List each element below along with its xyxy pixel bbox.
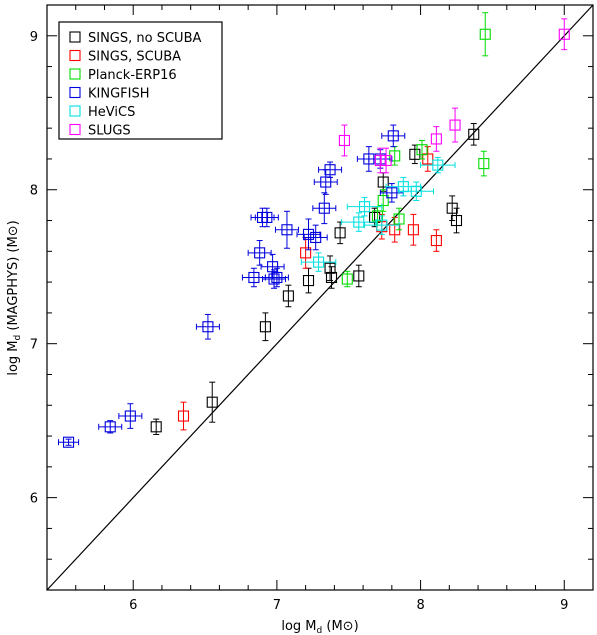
legend-label: KINGFISH [88,87,150,102]
legend-label: SINGS, SCUBA [88,50,181,65]
x-tick-label: 9 [560,598,568,613]
y-tick-label: 9 [30,30,38,45]
data-point [314,170,337,195]
x-tick-label: 6 [129,598,137,613]
data-point [260,313,270,341]
data-point [431,230,441,252]
data-point [408,214,418,245]
y-tick-label: 8 [30,184,38,199]
data-point [342,213,376,231]
x-tick-label: 7 [273,598,281,613]
data-point [196,314,219,339]
data-point [431,127,441,152]
data-point [99,421,122,433]
data-point [335,222,345,244]
legend-label: Planck-ERP16 [88,68,177,83]
data-point [479,151,489,176]
data-point [58,437,78,447]
data-point [313,193,336,224]
data-point [242,268,265,286]
data-point [151,419,161,434]
series-0 [151,124,479,435]
legend-label: SINGS, no SCUBA [88,31,201,46]
x-tick-label: 8 [416,598,424,613]
data-point [450,108,460,142]
data-point [275,211,298,248]
data-point [342,271,352,286]
data-point [319,162,342,177]
data-point [283,285,293,307]
y-tick-label: 6 [30,492,38,507]
data-point [354,265,364,287]
data-point [480,13,490,56]
y-tick-label: 7 [30,338,38,353]
data-point [347,197,381,215]
legend: SINGS, no SCUBA SINGS, SCUBA Planck-ERP16 K… [59,22,222,139]
data-point [179,402,189,430]
series-3 [58,125,404,447]
legend-item: SINGS, no SCUBA [70,31,201,46]
data-point [399,182,433,200]
legend-label: HeViCS [88,105,135,120]
y-axis-label: log Md (MAGPHYS) (M⊙) [6,220,23,375]
series-1 [179,147,442,430]
data-point [119,404,142,429]
data-point [421,157,455,172]
x-axis-label: log Md (M⊙) [281,619,358,635]
series-5 [339,19,569,173]
legend-label: SLUGS [88,124,131,139]
data-point [469,124,479,146]
data-point [559,19,569,50]
data-point [301,237,311,268]
data-point [375,148,385,173]
data-point [297,219,320,250]
data-point [255,208,278,226]
data-point [304,268,314,293]
data-point [382,125,405,147]
data-point [339,125,349,156]
